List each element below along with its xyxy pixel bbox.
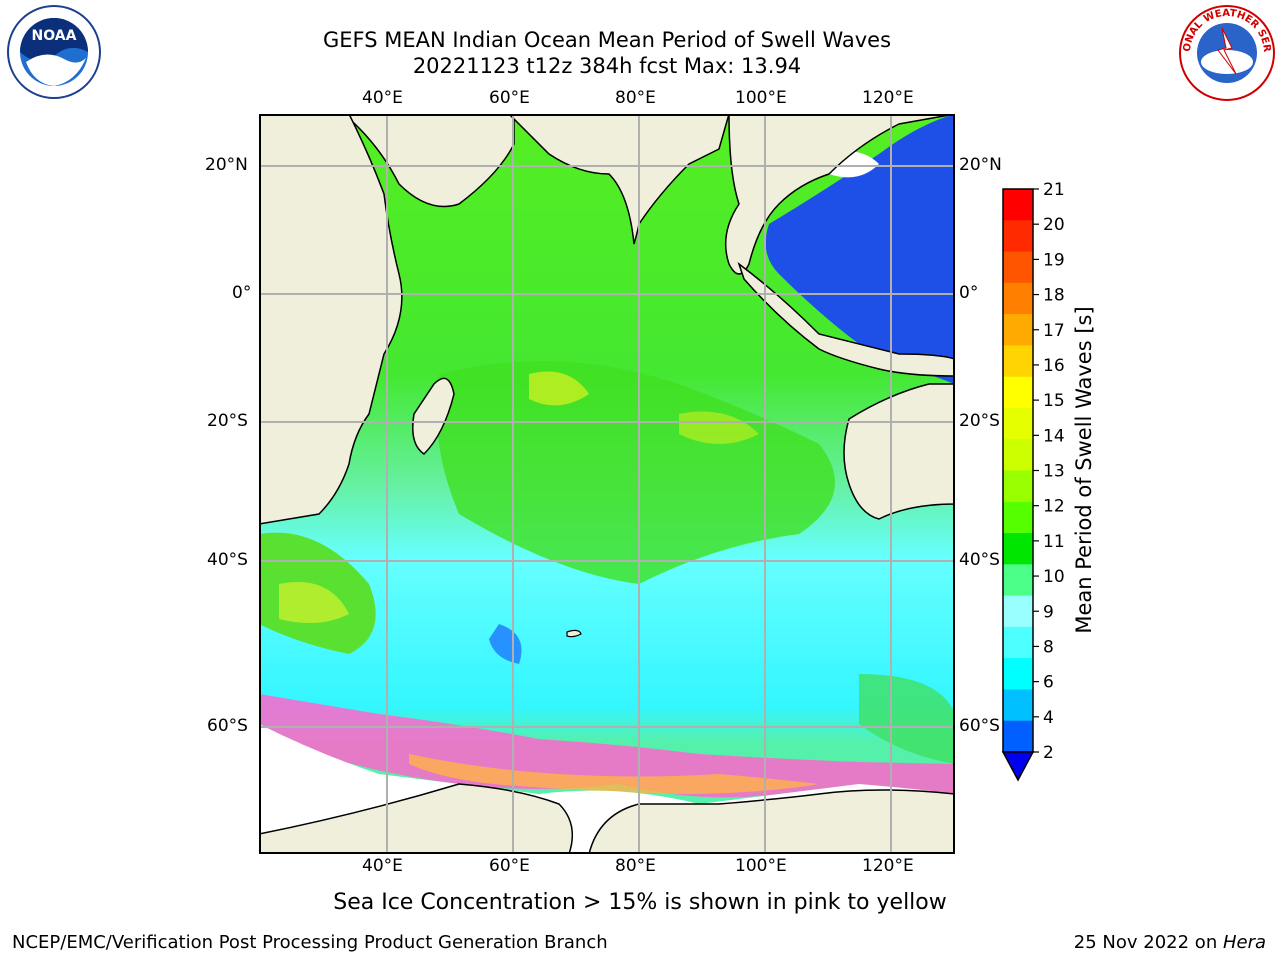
australia bbox=[843, 383, 955, 520]
colorbar-tick-label: 19 bbox=[1043, 250, 1065, 270]
colorbar-tick-label: 6 bbox=[1043, 673, 1054, 693]
colorbar-swatch bbox=[1003, 658, 1033, 690]
lon-label-100e: 100°E bbox=[735, 88, 787, 108]
colorbar-swatch bbox=[1003, 626, 1033, 659]
colorbar-swatch bbox=[1003, 282, 1033, 315]
lat-label-60s-right: 60°S bbox=[959, 716, 1000, 736]
colorbar-swatch bbox=[1003, 189, 1033, 221]
noaa-logo: NOAA bbox=[6, 4, 102, 100]
colorbar-tick-label: 16 bbox=[1043, 356, 1065, 376]
colorbar-tick-label: 11 bbox=[1043, 532, 1065, 552]
colorbar-swatch bbox=[1003, 251, 1033, 284]
antarctica bbox=[588, 789, 955, 854]
lon-label-40e: 40°E bbox=[362, 88, 403, 108]
india bbox=[507, 114, 730, 245]
colorbar-tick-label: 8 bbox=[1043, 637, 1054, 657]
colorbar-swatch bbox=[1003, 720, 1033, 753]
swell-core bbox=[436, 361, 835, 584]
lat-label-40s: 40°S bbox=[207, 550, 248, 570]
nws-logo: NATIONAL WEATHER SERVICE bbox=[1174, 0, 1276, 102]
colorbar-swatch bbox=[1003, 376, 1033, 409]
lat-label-20s: 20°S bbox=[207, 411, 248, 431]
antarctica bbox=[259, 783, 574, 854]
lat-label-40s-right: 40°S bbox=[959, 550, 1000, 570]
lon-label-80e-bottom: 80°E bbox=[615, 856, 656, 876]
colorbar-tick-label: 17 bbox=[1043, 321, 1065, 341]
lat-label-0-right: 0° bbox=[959, 283, 979, 303]
colorbar-swatch bbox=[1003, 470, 1033, 503]
colorbar-swatch bbox=[1003, 533, 1033, 565]
svg-text:NOAA: NOAA bbox=[32, 28, 77, 44]
sea-asia-low-period bbox=[765, 114, 955, 384]
colorbar-label: Mean Period of Swell Waves [s] bbox=[1072, 306, 1096, 634]
colorbar-tick-label: 10 bbox=[1043, 567, 1065, 587]
lon-label-40e-bottom: 40°E bbox=[362, 856, 403, 876]
swell-southeast bbox=[859, 674, 955, 764]
sea-ice-edge bbox=[409, 754, 819, 794]
lat-label-0: 0° bbox=[232, 283, 252, 303]
lon-label-80e: 80°E bbox=[615, 88, 656, 108]
lat-label-60s: 60°S bbox=[207, 716, 248, 736]
map-frame bbox=[259, 114, 955, 854]
lat-label-20n: 20°N bbox=[205, 155, 248, 175]
colorbar-tick-label: 18 bbox=[1043, 286, 1065, 306]
lon-label-120e: 120°E bbox=[862, 88, 914, 108]
colorbar-tick-label: 21 bbox=[1043, 180, 1065, 200]
colorbar-tick-label: 20 bbox=[1043, 215, 1065, 235]
colorbar-tick-label: 2 bbox=[1043, 743, 1054, 763]
sea-ice-caption: Sea Ice Concentration > 15% is shown in … bbox=[333, 890, 947, 915]
colorbar-swatch bbox=[1003, 595, 1033, 628]
colorbar-swatch bbox=[1003, 439, 1033, 471]
indonesia bbox=[737, 261, 955, 377]
colorbar-swatch bbox=[1003, 564, 1033, 597]
lat-label-20n-right: 20°N bbox=[959, 155, 1002, 175]
colorbar-tick-label: 15 bbox=[1043, 391, 1065, 411]
graticule bbox=[259, 114, 955, 854]
kerguelen-island bbox=[566, 629, 582, 638]
colorbar-swatch bbox=[1003, 220, 1033, 253]
colorbar-tick-label: 14 bbox=[1043, 426, 1065, 446]
lon-label-120e-bottom: 120°E bbox=[862, 856, 914, 876]
footer-host: Hera bbox=[1222, 932, 1266, 953]
swell-period-map bbox=[259, 114, 955, 854]
colorbar-swatch bbox=[1003, 314, 1033, 346]
swell-peak bbox=[529, 371, 589, 406]
footer-credit: NCEP/EMC/Verification Post Processing Pr… bbox=[12, 932, 608, 953]
southeast-asia bbox=[724, 114, 955, 275]
colorbar-swatch bbox=[1003, 345, 1033, 378]
colorbar-swatch bbox=[1003, 407, 1033, 440]
lat-label-20s-right: 20°S bbox=[959, 411, 1000, 431]
lon-label-100e-bottom: 100°E bbox=[735, 856, 787, 876]
lon-label-60e: 60°E bbox=[489, 88, 530, 108]
colorbar-extend-arrow bbox=[1001, 751, 1035, 782]
footer-date: 25 Nov 2022 on Hera bbox=[1074, 932, 1266, 953]
colorbar-tick-label: 12 bbox=[1043, 497, 1065, 517]
colorbar-tick-label: 4 bbox=[1043, 708, 1054, 728]
map-subtitle: 20221123 t12z 384h fcst Max: 13.94 bbox=[412, 54, 802, 78]
footer-date-text: 25 Nov 2022 on bbox=[1073, 932, 1223, 953]
colorbar-tick-label: 9 bbox=[1043, 602, 1054, 622]
swell-peak bbox=[279, 582, 349, 623]
swell-peak bbox=[679, 411, 759, 444]
map-title: GEFS MEAN Indian Ocean Mean Period of Sw… bbox=[322, 28, 892, 52]
colorbar-swatch bbox=[1003, 501, 1033, 534]
colorbar-tick-label: 13 bbox=[1043, 462, 1065, 482]
colorbar: 21 20 19 18 17 16 15 14 13 12 11 10 9 8 6 4 2 bbox=[1001, 180, 1065, 782]
colorbar-swatch bbox=[1003, 689, 1033, 722]
lon-label-60e-bottom: 60°E bbox=[489, 856, 530, 876]
madagascar bbox=[412, 377, 455, 455]
